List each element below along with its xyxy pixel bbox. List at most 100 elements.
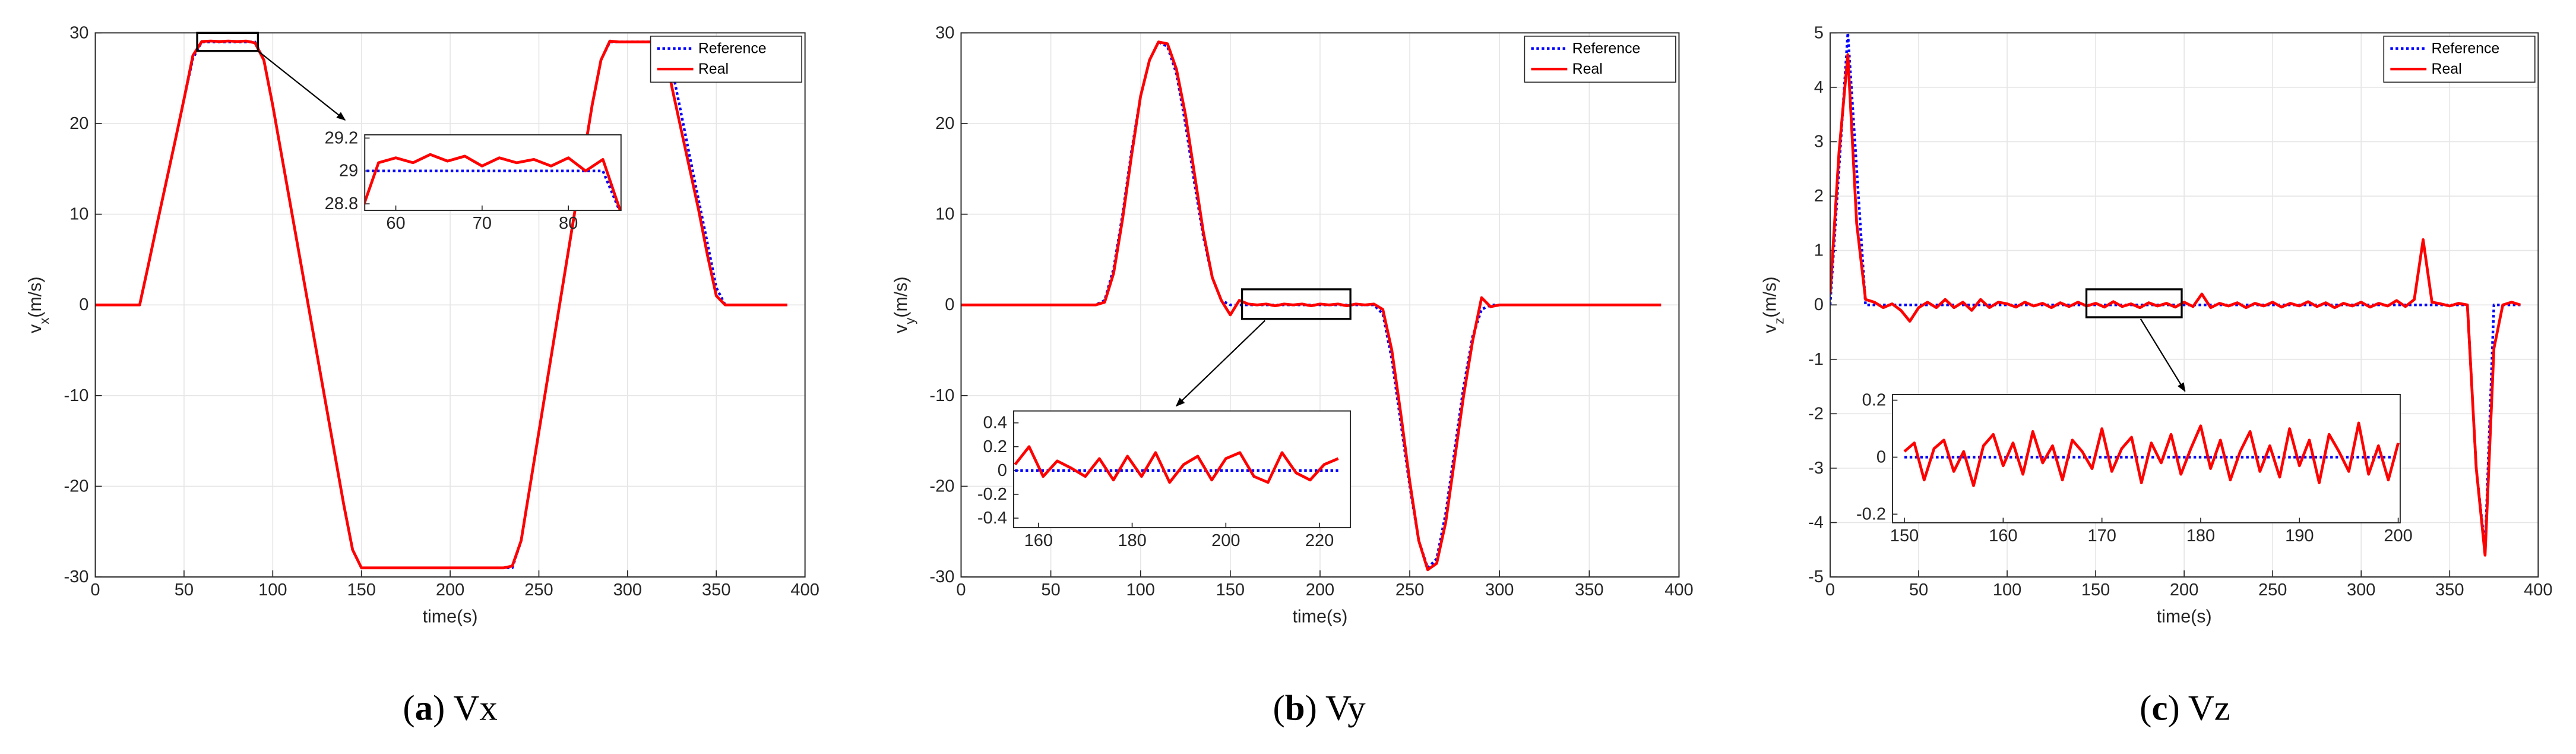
x-tick-label: 250 [524, 581, 553, 600]
x-tick-label: 50 [1909, 581, 1928, 600]
y-tick-label: 0.4 [983, 414, 1007, 433]
y-tick-label: 29.2 [325, 128, 359, 147]
y-tick-label: -10 [64, 386, 88, 405]
axes-frame [364, 134, 622, 212]
axes-frame [1892, 393, 2401, 523]
x-tick-label: 220 [1305, 531, 1334, 550]
y-tick-label: -0.2 [1856, 504, 1886, 523]
y-tick-label: 5 [1814, 23, 1824, 42]
y-axis-subscript: z [1771, 318, 1786, 324]
x-tick-label: 100 [1993, 581, 2021, 600]
legend-box [2383, 36, 2536, 83]
x-tick-label: 100 [1126, 581, 1154, 600]
y-axis-label-part: v [891, 324, 911, 333]
y-axis-label: vx(m/s) [25, 276, 52, 333]
y-tick-label: 0.2 [1862, 391, 1886, 410]
inset-chart: 150 160 170 180 190 200 -0.2 0 0.2 [1856, 391, 2413, 545]
y-tick-label: -4 [1808, 513, 1824, 532]
y-tick-label: -30 [929, 567, 954, 586]
x-tick-label: 180 [1118, 531, 1146, 550]
y-tick-label: 0 [1814, 295, 1824, 314]
data-line [1830, 53, 2521, 557]
chart-panel: 0 50 100 150 200 250 300 350 400-30-20-100102030… [25, 23, 819, 728]
legend-box [1524, 36, 1676, 83]
x-tick-label: 150 [2081, 581, 2110, 600]
lines [1903, 421, 2400, 487]
x-axis-label: time(s) [2157, 606, 2212, 626]
y-axis-label: vz(m/s) [1760, 276, 1787, 333]
x-tick-label: 170 [2087, 526, 2116, 545]
data-line [95, 39, 787, 570]
legend: Reference Real [2383, 36, 2536, 83]
data-line [365, 153, 621, 211]
y-axis-label-part: (m/s) [1760, 276, 1780, 317]
x-tick-label: 350 [2435, 581, 2464, 600]
y-axis-label-part: v [1760, 324, 1780, 333]
y-tick-label: -5 [1808, 567, 1824, 586]
x-tick-label: 400 [2524, 581, 2552, 600]
caption-part: ( [1273, 689, 1284, 728]
y-tick-label: 20 [935, 114, 954, 133]
y-tick-label: 0 [998, 461, 1007, 480]
legend-label: Real [2431, 61, 2461, 77]
caption-part: a [415, 689, 433, 728]
y-tick-label: -20 [64, 477, 88, 496]
x-tick-label: 200 [1211, 531, 1240, 550]
x-axis-label: time(s) [1292, 606, 1347, 626]
x-tick-label: 50 [1041, 581, 1060, 600]
x-tick-label: 150 [1216, 581, 1245, 600]
x-tick-label: 400 [790, 581, 819, 600]
x-tick-label: 190 [2285, 526, 2314, 545]
y-tick-label: 0.2 [983, 437, 1007, 456]
x-tick-label: 200 [2170, 581, 2198, 600]
y-tick-label: 0 [1876, 447, 1886, 466]
x-tick-label: 60 [386, 214, 405, 233]
lines [365, 153, 621, 211]
axes-frame [1013, 410, 1352, 529]
x-tick-label: 180 [2186, 526, 2215, 545]
x-tick-label: 100 [258, 581, 287, 600]
y-axis-subscript: y [903, 317, 917, 324]
y-tick-label: -3 [1808, 459, 1824, 478]
y-tick-label: 28.8 [325, 194, 359, 213]
chart-panel: 0 50 100 150 200 250 300 350 400-5-4-3-2-1012345… [1760, 23, 2553, 728]
y-tick-label: -0.4 [977, 509, 1007, 528]
chart-panel: 0 50 100 150 200 250 300 350 400-30-20-100102030… [891, 23, 1693, 728]
inset-chart: 160 180 200 220 -0.4 -0.2 0 0.2 0.4 [977, 410, 1352, 550]
x-tick-label: 150 [1890, 526, 1919, 545]
y-axis-label-part: (m/s) [891, 276, 911, 317]
caption: (b) Vy [1273, 689, 1366, 728]
legend-label: Real [1572, 61, 1603, 77]
x-tick-label: 250 [2258, 581, 2287, 600]
legend: Reference Real [650, 36, 802, 83]
y-tick-label: -30 [64, 567, 88, 586]
y-tick-label: 0 [79, 295, 88, 314]
legend-label: Reference [1572, 40, 1641, 57]
y-tick-label: -10 [929, 386, 954, 405]
x-tick-label: 350 [702, 581, 730, 600]
x-tick-label: 0 [1825, 581, 1835, 600]
data-line [1014, 445, 1339, 484]
y-tick-label: -0.2 [977, 485, 1007, 504]
x-tick-label: 300 [613, 581, 642, 600]
x-tick-label: 150 [347, 581, 375, 600]
x-tick-label: 250 [1395, 581, 1424, 600]
x-tick-label: 160 [1989, 526, 2017, 545]
y-tick-label: 1 [1814, 241, 1824, 260]
caption: (a) Vx [403, 689, 497, 728]
y-tick-label: 2 [1814, 187, 1824, 206]
zoom-arrow [1175, 320, 1266, 407]
caption: (c) Vz [2140, 689, 2230, 728]
zoom-box [2085, 288, 2183, 318]
x-tick-label: 350 [1575, 581, 1603, 600]
caption-part: ( [403, 689, 414, 728]
legend: Reference Real [1524, 36, 1676, 83]
y-tick-label: 4 [1814, 78, 1824, 97]
y-tick-label: -1 [1808, 350, 1824, 369]
y-tick-label: -20 [929, 477, 954, 496]
x-tick-label: 200 [2384, 526, 2412, 545]
lines [1014, 445, 1339, 484]
x-tick-label: 70 [473, 214, 492, 233]
x-tick-label: 200 [436, 581, 464, 600]
zoom-arrow [2140, 318, 2186, 392]
